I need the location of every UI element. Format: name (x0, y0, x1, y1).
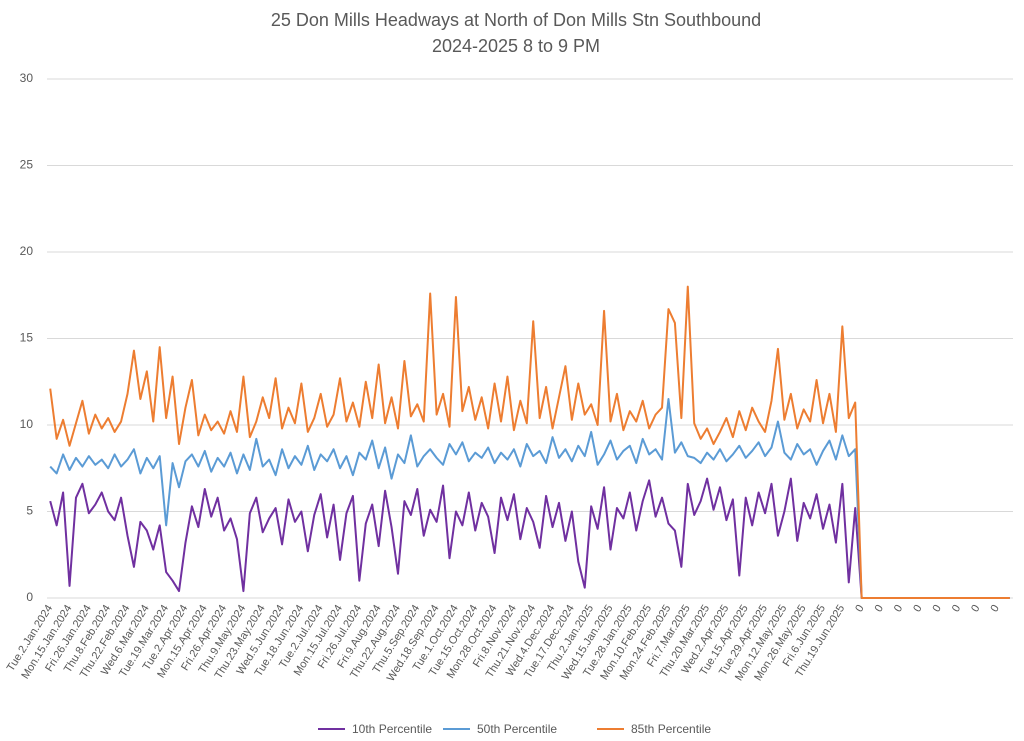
y-tick-label: 0 (26, 590, 33, 604)
series-line (49, 477, 1010, 599)
y-tick-label: 10 (20, 417, 34, 431)
x-tick-label: 0 (969, 603, 982, 615)
x-tick-label: 0 (911, 603, 924, 615)
series-line (49, 398, 1010, 599)
y-tick-label: 30 (20, 71, 34, 85)
x-tick-label: 0 (950, 603, 963, 615)
y-tick-label: 20 (20, 244, 34, 258)
y-tick-label: 25 (20, 158, 34, 172)
chart-subtitle: 2024-2025 8 to 9 PM (432, 36, 600, 56)
x-tick-label: 0 (873, 603, 886, 615)
y-tick-label: 15 (20, 331, 34, 345)
series-line (49, 285, 1010, 599)
x-tick-label: 0 (931, 603, 944, 615)
chart-title: 25 Don Mills Headways at North of Don Mi… (271, 10, 761, 30)
y-tick-label: 5 (26, 504, 33, 518)
legend-label: 10th Percentile (352, 722, 432, 736)
x-tick-label: 0 (988, 603, 1001, 615)
legend-label: 85th Percentile (631, 722, 711, 736)
legend-label: 50th Percentile (477, 722, 557, 736)
x-tick-label: 0 (892, 603, 905, 615)
x-tick-label: 0 (853, 603, 866, 615)
